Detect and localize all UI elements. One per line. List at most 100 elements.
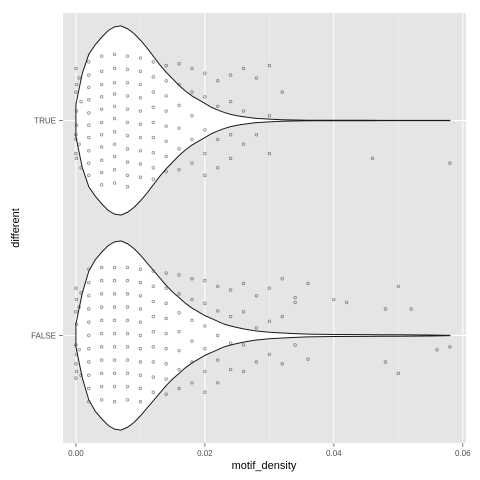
data-point bbox=[151, 314, 155, 319]
data-point bbox=[138, 267, 143, 271]
data-point bbox=[138, 69, 143, 74]
data-point bbox=[125, 318, 130, 323]
data-point bbox=[203, 369, 207, 374]
data-point bbox=[228, 73, 233, 77]
violin-true bbox=[75, 25, 451, 216]
data-point bbox=[254, 326, 259, 330]
data-point bbox=[87, 73, 91, 77]
data-point bbox=[74, 362, 78, 366]
data-point bbox=[112, 358, 117, 362]
data-point bbox=[228, 367, 233, 372]
data-point bbox=[74, 90, 78, 94]
data-point bbox=[164, 362, 168, 366]
data-point bbox=[151, 345, 155, 349]
data-point bbox=[293, 300, 297, 305]
data-point bbox=[345, 300, 349, 305]
data-point bbox=[138, 294, 143, 298]
data-point bbox=[87, 347, 91, 351]
data-point bbox=[138, 347, 143, 351]
data-point bbox=[164, 392, 168, 396]
data-point bbox=[190, 137, 194, 142]
data-point bbox=[241, 281, 246, 286]
data-point bbox=[280, 90, 284, 94]
data-point bbox=[138, 373, 143, 377]
data-point bbox=[164, 169, 168, 174]
data-point bbox=[87, 294, 91, 298]
data-point bbox=[254, 76, 259, 80]
data-point bbox=[177, 273, 181, 277]
data-point bbox=[448, 345, 452, 349]
data-point bbox=[74, 82, 79, 87]
data-point bbox=[77, 142, 81, 146]
data-point bbox=[87, 320, 91, 324]
data-point bbox=[203, 128, 207, 132]
data-point bbox=[99, 278, 104, 283]
data-point bbox=[87, 267, 91, 271]
data-point bbox=[125, 371, 130, 376]
data-point bbox=[216, 166, 220, 170]
data-point bbox=[151, 90, 155, 94]
data-point bbox=[216, 79, 220, 83]
data-point bbox=[99, 345, 104, 349]
data-point bbox=[228, 132, 233, 137]
data-point bbox=[164, 286, 168, 290]
x-axis: 0.00 0.02 0.04 0.06 bbox=[68, 443, 471, 458]
data-point bbox=[125, 331, 130, 336]
y-axis: FALSE TRUE bbox=[31, 117, 63, 341]
data-point bbox=[99, 358, 104, 362]
data-point bbox=[74, 343, 78, 347]
data-point bbox=[151, 60, 155, 64]
data-point bbox=[74, 109, 79, 113]
data-point bbox=[125, 54, 130, 58]
data-point bbox=[125, 133, 130, 138]
data-point bbox=[138, 360, 143, 364]
data-point bbox=[138, 96, 143, 100]
data-point bbox=[203, 324, 207, 328]
data-point bbox=[125, 94, 130, 98]
data-point bbox=[99, 120, 104, 125]
data-point bbox=[151, 390, 155, 394]
data-point bbox=[125, 278, 130, 283]
data-point bbox=[228, 314, 233, 319]
data-point bbox=[216, 284, 220, 289]
data-point bbox=[77, 305, 81, 309]
data-point bbox=[254, 132, 259, 137]
data-point bbox=[267, 352, 272, 357]
data-point bbox=[203, 173, 207, 178]
data-point bbox=[293, 343, 297, 347]
data-point bbox=[151, 177, 155, 181]
data-point bbox=[164, 139, 168, 144]
data-point bbox=[241, 109, 246, 113]
data-point bbox=[164, 79, 168, 83]
data-point bbox=[112, 265, 117, 270]
data-point bbox=[125, 80, 130, 85]
data-point bbox=[77, 76, 81, 80]
data-point bbox=[125, 185, 130, 189]
data-point bbox=[74, 322, 79, 326]
data-point bbox=[99, 371, 104, 376]
data-point bbox=[138, 162, 143, 166]
data-point bbox=[87, 373, 91, 377]
data-point bbox=[190, 277, 194, 281]
data-point bbox=[177, 292, 181, 296]
data-point bbox=[396, 371, 400, 376]
data-point bbox=[79, 99, 83, 104]
data-point bbox=[74, 137, 78, 142]
x-tick-label: 0.00 bbox=[68, 449, 84, 458]
data-point bbox=[164, 301, 168, 306]
data-point bbox=[164, 124, 168, 128]
data-point bbox=[99, 331, 104, 336]
data-point bbox=[203, 301, 207, 306]
data-point bbox=[112, 130, 117, 134]
data-point bbox=[112, 104, 117, 109]
data-point bbox=[177, 311, 181, 315]
data-point bbox=[112, 400, 117, 404]
data-point bbox=[99, 265, 104, 270]
data-point bbox=[99, 384, 104, 389]
data-point bbox=[228, 156, 233, 161]
data-point bbox=[99, 305, 104, 309]
data-point bbox=[112, 80, 117, 85]
x-tick-label: 0.02 bbox=[197, 449, 213, 458]
data-point bbox=[241, 66, 246, 71]
data-point bbox=[87, 97, 91, 102]
